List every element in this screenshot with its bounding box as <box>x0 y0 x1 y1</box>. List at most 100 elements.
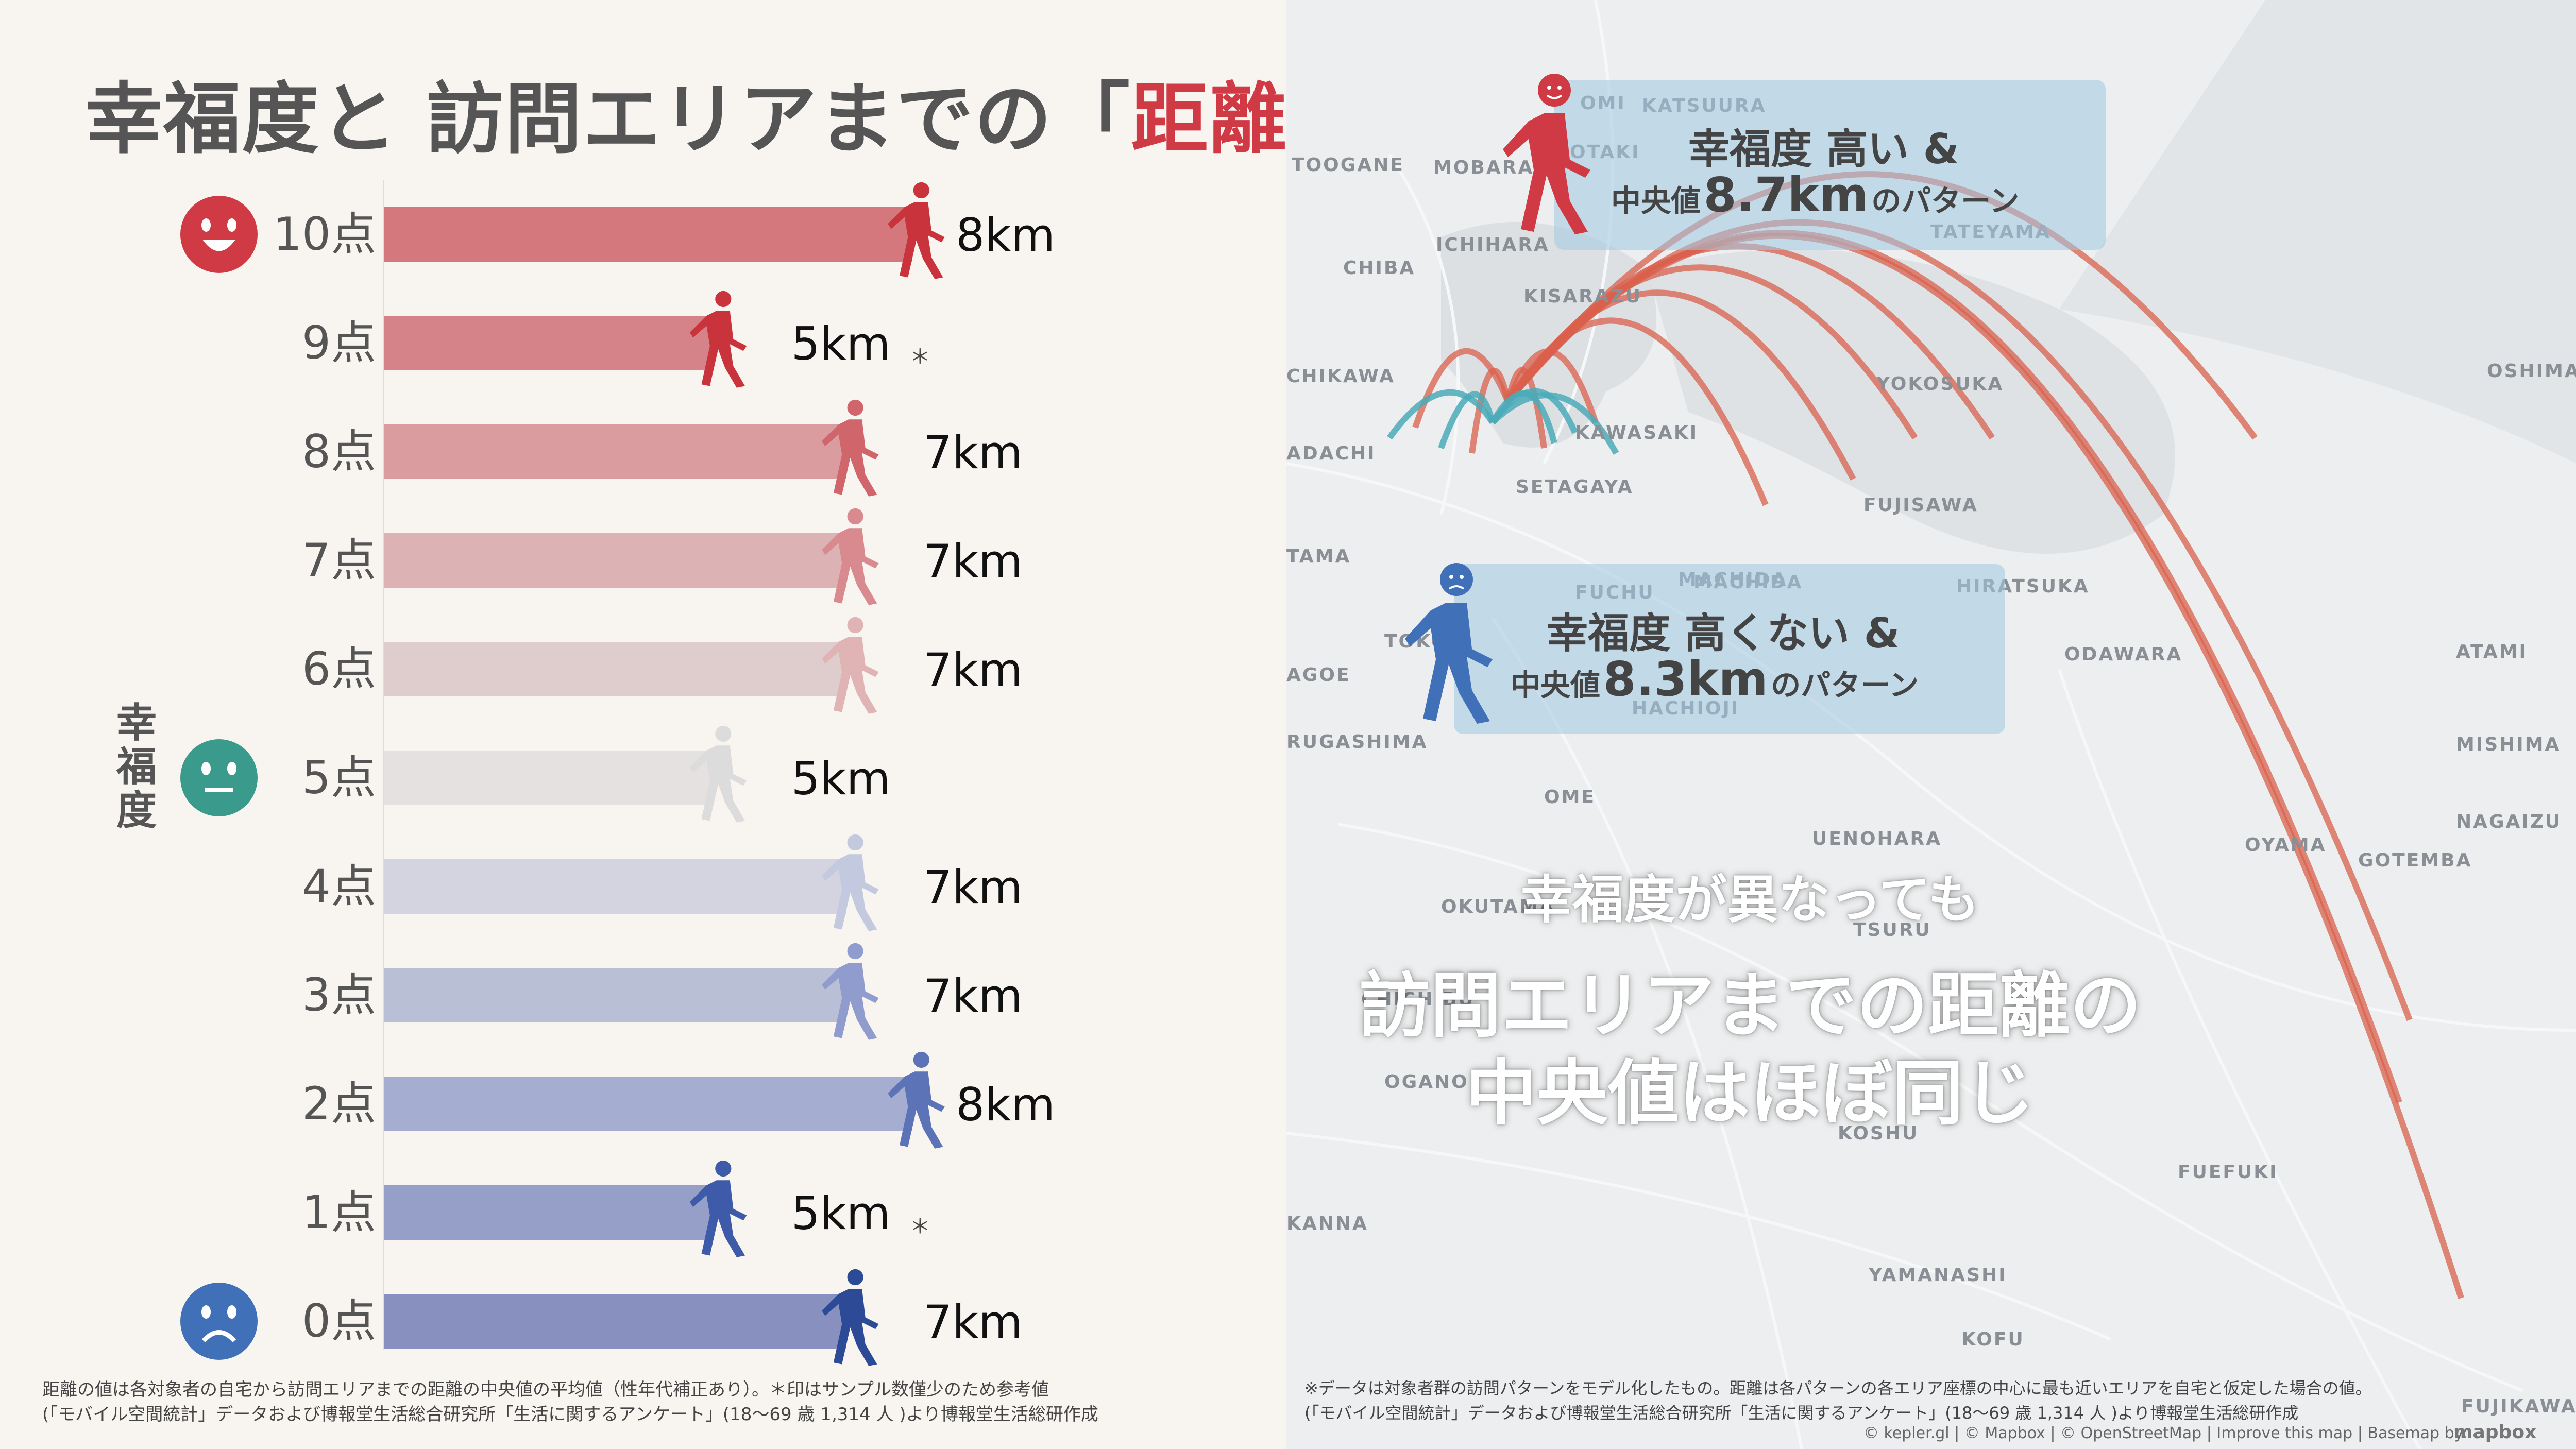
open-sea <box>2059 0 2576 464</box>
data-label: 8km <box>956 209 1055 262</box>
map-road <box>1286 462 2576 1032</box>
message-line-3: 中央値はほぼ同じ <box>1465 1052 2035 1135</box>
data-label: 7km <box>923 426 1023 479</box>
arc-high <box>1505 348 1599 423</box>
map-road <box>2058 669 2421 1449</box>
bar-chart: 幸福度 10点 8km 9点 5km ＊ 8点 7km 7点 7km 6点 7km 5点 5k… <box>116 180 1055 1366</box>
happy-face-icon <box>180 196 258 273</box>
map-place-label: ATAMI <box>2456 641 2528 662</box>
message-line-2: 訪問エリアまでの距離の <box>1359 964 2141 1047</box>
map-place-label: NAGAIZU <box>2456 811 2562 832</box>
sad-face-icon <box>180 1283 258 1360</box>
message-line-1: 幸福度が異なっても <box>1521 870 1979 930</box>
walker-icon-low <box>1405 563 1493 724</box>
tick-label: 7点 <box>302 534 376 587</box>
callout-high-line2: 中央値 8.7km のパターン <box>1611 167 2020 223</box>
chart-panel: 幸福度と 訪問エリアまでの「距離」 幸福度 10点 8km 9点 5km ＊ 8点 7k… <box>0 0 1365 1449</box>
title-highlight: 距離 <box>1131 75 1288 164</box>
map-place-label: ADACHI <box>1286 443 1376 464</box>
arc-high <box>1505 289 1856 481</box>
map-place-label: KISARAZU <box>1523 286 1642 307</box>
map-place-label: ODAWARA <box>2064 644 2183 665</box>
y-axis-label-char: 福 <box>116 744 157 790</box>
walker-icon-high <box>1503 74 1590 234</box>
map-place-label: KOFU <box>1961 1329 2025 1350</box>
reference-mark: ＊ <box>910 345 930 369</box>
data-label: 5km <box>791 752 891 805</box>
walker-icon <box>822 834 879 931</box>
callout-low-happiness <box>1454 564 2005 734</box>
map-place-label: TOOGANE <box>1292 155 1404 176</box>
callout-low-line2: 中央値 8.3km のパターン <box>1511 652 1919 707</box>
walker-icon <box>888 182 945 279</box>
arc-low <box>1490 388 1578 434</box>
walker-icon <box>689 291 747 388</box>
map-place-label: GOTEMBA <box>2358 850 2472 871</box>
page-title: 幸福度と 訪問エリアまでの「距離」 <box>85 75 1365 164</box>
arc-low <box>1490 392 1619 455</box>
map-place-label: FUEFUKI <box>2178 1162 2278 1183</box>
footnote-1: 距離の値は各対象者の自宅から訪問エリアまでの距離の中央値の平均値（性年代補正あり… <box>42 1379 1049 1400</box>
bar <box>384 533 846 588</box>
tick-label: 5点 <box>302 751 376 804</box>
walker-icon <box>822 617 879 714</box>
bar <box>384 642 846 696</box>
tick-label: 3点 <box>302 968 376 1021</box>
callout-high-line1: 幸福度 高い & <box>1688 125 1959 173</box>
data-label: 8km <box>956 1078 1055 1131</box>
walker-icon <box>888 1051 945 1149</box>
map-place-label: FUJISAWA <box>1863 495 1978 516</box>
bar <box>384 751 714 805</box>
map-panel: TOOGANEMOBARAKATSUURAOTAKIICHIHARATATEYA… <box>1286 0 2576 1449</box>
data-label: 7km <box>923 535 1023 588</box>
map-place-label: SETAGAYA <box>1516 476 1634 498</box>
map-place-label: AGOE <box>1286 664 1351 686</box>
tick-label: 6点 <box>302 642 376 695</box>
data-label: 7km <box>923 643 1023 696</box>
data-label: 7km <box>923 1295 1023 1349</box>
bar <box>384 1077 912 1131</box>
map-place-label: TAMA <box>1286 546 1351 567</box>
map-credit: © kepler.gl | © Mapbox | © OpenStreetMap… <box>1863 1424 2468 1442</box>
tick-label: 10点 <box>273 208 376 261</box>
tick-label: 9点 <box>302 316 376 369</box>
footnote-2: (「モバイル空間統計」データおよび博報堂生活総合研究所「生活に関するアンケート」… <box>42 1404 1098 1425</box>
bar <box>384 207 912 262</box>
map-road <box>1388 154 1460 516</box>
tick-label: 2点 <box>302 1077 376 1130</box>
bar <box>384 1294 846 1349</box>
data-label: 7km <box>923 861 1023 914</box>
walker-icon <box>689 725 747 823</box>
map-place-label: OKUTAMA <box>1441 896 1555 917</box>
bar <box>384 1185 714 1240</box>
map-footnote-1: ※データは対象者群の訪問パターンをモデル化したもの。距離は各パターンの各エリア座… <box>1304 1378 2372 1398</box>
bar <box>384 968 846 1022</box>
map-place-label: CHIKAWA <box>1286 366 1396 387</box>
map-place-label: MOBARA <box>1433 157 1534 178</box>
map-place-label: FUJIKAWA <box>2461 1396 2576 1417</box>
callout-low-line1: 幸福度 高くない & <box>1547 609 1900 657</box>
tick-label: 8点 <box>302 425 376 478</box>
tick-label: 0点 <box>302 1294 376 1348</box>
map-place-label: KANNA <box>1286 1213 1368 1234</box>
arc-low <box>1387 389 1496 440</box>
map-place-label: CHIBA <box>1343 258 1416 279</box>
tick-label: 1点 <box>302 1186 376 1239</box>
data-label: 5km <box>791 1187 891 1240</box>
map-place-label: ICHIHARA <box>1436 234 1550 255</box>
map-place-label: UENOHARA <box>1812 828 1942 849</box>
map-place-label: RUGASHIMA <box>1286 731 1428 753</box>
bar <box>384 424 846 479</box>
walker-icon <box>689 1160 747 1257</box>
map-place-label: KAWASAKI <box>1575 422 1699 444</box>
bar <box>384 316 714 370</box>
map-place-label: KOSHU <box>1838 1123 1919 1144</box>
map-place-label: OME <box>1544 787 1596 808</box>
mapbox-logo: mapbox <box>2453 1422 2537 1443</box>
data-label: 5km <box>791 317 891 370</box>
tick-label: 4点 <box>302 860 376 913</box>
walker-icon <box>822 943 879 1040</box>
map-place-label: OGANO <box>1384 1071 1469 1093</box>
neutral-face-icon <box>180 739 258 816</box>
arc-high <box>1505 232 2464 1299</box>
